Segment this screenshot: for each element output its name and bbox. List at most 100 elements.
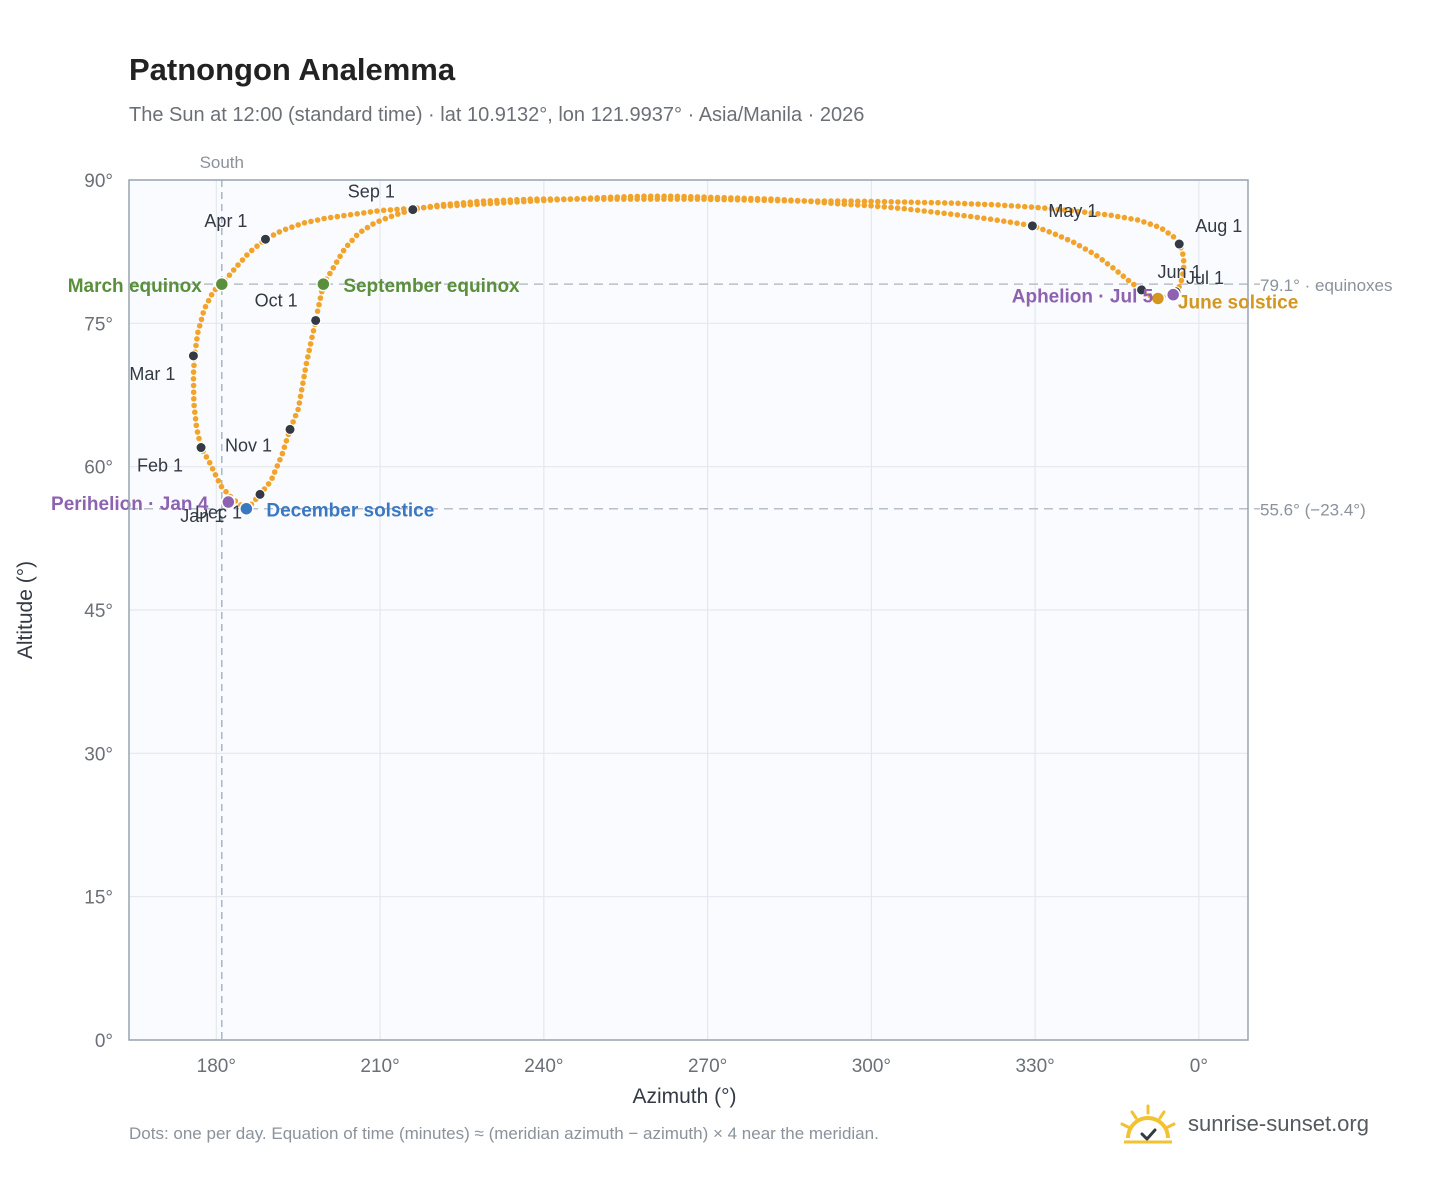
daily-dot (667, 196, 674, 202)
chart-title: Patnongon Analemma (129, 52, 456, 87)
daily-dot (190, 382, 197, 389)
daily-dot (1088, 210, 1095, 216)
daily-dot (828, 198, 834, 204)
daily-dot (1075, 208, 1081, 215)
brand[interactable]: sunrise-sunset.org (1120, 1100, 1369, 1148)
footnote: Dots: one per day. Equation of time (min… (129, 1124, 879, 1143)
daily-dot (200, 310, 206, 316)
daily-dot (968, 201, 975, 207)
brand-name[interactable]: sunrise-sunset.org (1188, 1111, 1369, 1136)
daily-dot (191, 396, 197, 402)
daily-dot (321, 215, 327, 222)
daily-dot (1180, 264, 1187, 271)
daily-dot (974, 214, 981, 221)
daily-dot (714, 196, 721, 203)
daily-dot (1115, 269, 1121, 275)
event-label: March equinox (68, 276, 203, 297)
daily-dot (814, 198, 821, 204)
daily-dot (1094, 253, 1100, 259)
month-label: May 1 (1048, 201, 1097, 221)
daily-dot (333, 259, 340, 265)
daily-dot (1061, 207, 1068, 213)
daily-dot (674, 196, 681, 202)
daily-dot (881, 204, 888, 210)
daily-dot (314, 217, 321, 223)
daily-dot (1020, 221, 1027, 228)
daily-dot (434, 202, 440, 209)
daily-dot (520, 196, 527, 203)
daily-dot (1001, 218, 1007, 224)
daily-dot (374, 208, 380, 214)
daily-dot (277, 457, 283, 463)
daily-dot (334, 213, 341, 220)
daily-dot (975, 201, 981, 207)
y-axis-label: Altitude (°) (14, 561, 37, 659)
daily-dot (554, 196, 560, 202)
daily-dot (861, 202, 868, 209)
daily-dot (1131, 281, 1137, 288)
event-label: December solstice (266, 501, 434, 522)
daily-dot (761, 197, 767, 204)
daily-dot (654, 196, 661, 202)
daily-dot (961, 200, 968, 207)
daily-dot (721, 196, 727, 203)
daily-dot (808, 198, 814, 204)
daily-dot (781, 197, 788, 204)
month-marker (254, 488, 266, 500)
daily-dot (420, 204, 427, 211)
daily-dot (467, 199, 474, 205)
chart-subtitle: The Sun at 12:00 (standard time) · lat 1… (129, 104, 865, 126)
daily-dot (1070, 239, 1077, 246)
daily-dot (1082, 246, 1089, 252)
daily-dot (1015, 203, 1021, 209)
x-axis-label: Azimuth (°) (632, 1085, 736, 1108)
daily-dot (265, 481, 272, 487)
daily-dot (534, 196, 540, 202)
daily-dot (994, 217, 1000, 223)
daily-dot (401, 209, 408, 215)
month-marker (407, 204, 419, 216)
daily-dot (190, 389, 197, 396)
daily-dot (961, 212, 967, 219)
daily-dot (614, 196, 620, 202)
event-marker (221, 494, 236, 510)
daily-dot (226, 272, 233, 279)
event-label: Perihelion · Jan 4 (51, 494, 209, 515)
daily-dot (303, 360, 310, 367)
daily-dot (192, 416, 199, 422)
daily-dot (701, 196, 707, 202)
daily-dot (208, 292, 215, 298)
daily-dot (821, 198, 828, 204)
daily-dot (212, 472, 219, 478)
daily-dot (196, 323, 203, 329)
daily-dot (754, 197, 761, 203)
month-label: Feb 1 (137, 456, 183, 476)
daily-dot (1022, 203, 1028, 210)
daily-dot (316, 301, 322, 308)
x-tick-label: 330° (1015, 1056, 1054, 1077)
daily-dot (359, 228, 365, 234)
daily-dot (934, 209, 941, 216)
daily-dot (382, 215, 389, 222)
daily-dot (901, 205, 908, 212)
daily-dot (298, 387, 305, 393)
daily-dot (741, 197, 747, 203)
daily-dot (209, 466, 216, 472)
daily-dot (841, 198, 848, 204)
daily-dot (376, 218, 382, 224)
daily-dot (474, 198, 480, 205)
month-marker (187, 350, 199, 362)
month-label: Jun 1 (1158, 262, 1202, 282)
daily-dot (1002, 202, 1008, 209)
daily-dot (202, 303, 209, 310)
daily-dot (1008, 203, 1015, 209)
daily-dot (955, 200, 961, 207)
daily-dot (349, 237, 355, 244)
daily-dot (296, 400, 303, 406)
daily-dot (195, 329, 201, 336)
daily-dot (327, 214, 334, 221)
daily-dot (874, 203, 881, 210)
daily-dot (748, 197, 754, 203)
daily-dot (1046, 229, 1052, 235)
